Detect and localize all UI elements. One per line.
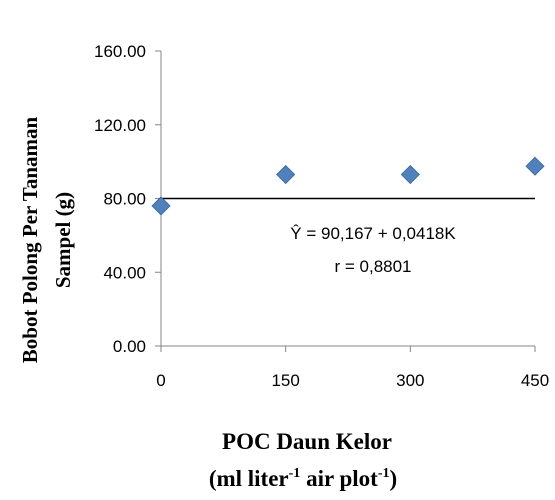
x-tick-label: 0	[156, 371, 165, 390]
x-axis-title-part3: )	[390, 466, 398, 491]
x-tick-label: 150	[271, 371, 299, 390]
data-points	[151, 156, 545, 216]
y-tick-label: 40.00	[103, 263, 146, 282]
x-axis-title-line1: POC Daun Kelor	[222, 429, 392, 454]
x-tick-label: 450	[521, 371, 549, 390]
x-axis-title-part1: (ml liter	[209, 466, 289, 491]
x-axis-title-sup1: -1	[289, 466, 301, 481]
data-point	[151, 196, 171, 216]
y-tick-label: 160.00	[94, 42, 146, 61]
y-tick-label: 120.00	[94, 116, 146, 135]
data-point	[276, 164, 296, 185]
correlation-coefficient: r = 0,8801	[334, 257, 411, 276]
x-axis-title-part2: air plot	[300, 466, 378, 491]
y-tick-label: 0.00	[113, 337, 146, 356]
y-axis-title-line1: Bobot Polong Per Tanaman	[18, 116, 42, 363]
x-tick-label: 300	[396, 371, 424, 390]
data-point	[525, 156, 545, 176]
x-axis: 0 150 300 450	[156, 345, 549, 390]
y-axis: 0.00 40.00 80.00 120.00 160.00	[94, 42, 162, 356]
x-axis-title-sup2: -1	[378, 466, 390, 481]
data-point	[400, 164, 420, 185]
regression-equation: Ŷ = 90,167 + 0,0418K	[290, 224, 456, 243]
y-axis-title-line2: Sampel (g)	[51, 192, 75, 288]
y-tick-label: 80.00	[103, 190, 146, 209]
x-axis-title-line2: (ml liter-1 air plot-1)	[209, 466, 397, 491]
